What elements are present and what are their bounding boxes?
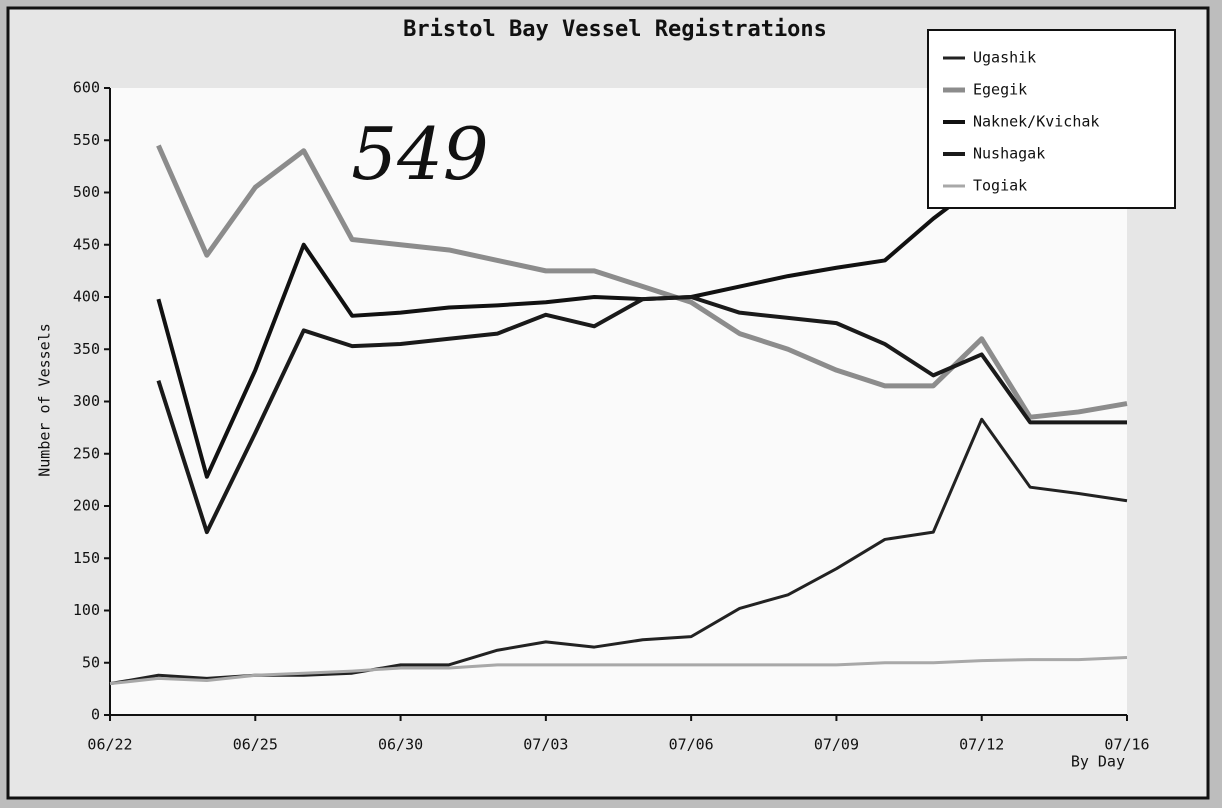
x-axis-label: By Day	[1071, 753, 1125, 771]
y-tick-label: 300	[73, 392, 100, 410]
y-tick-label: 200	[73, 497, 100, 515]
legend-label: Ugashik	[973, 49, 1036, 67]
x-tick-label: 06/30	[378, 736, 423, 754]
series-line	[109, 656, 1128, 686]
y-tick-label: 350	[73, 340, 100, 358]
y-tick-label: 400	[73, 288, 100, 306]
annotation: 549	[351, 112, 488, 196]
chart-title: Bristol Bay Vessel Registrations	[403, 17, 827, 42]
legend: Ugashik Egegik Naknek/Kvichak Nushagak Togia…	[927, 29, 1176, 209]
x-tick-label: 07/03	[523, 736, 568, 754]
y-tick-label: 500	[73, 183, 100, 201]
x-tick-label: 07/06	[669, 736, 714, 754]
y-tick-label: 150	[73, 549, 100, 567]
y-tick-label: 100	[73, 601, 100, 619]
legend-label: Togiak	[973, 177, 1027, 195]
legend-label: Naknek/Kvichak	[973, 113, 1099, 131]
x-tick-label: 07/16	[1104, 736, 1149, 754]
y-axis-label: Number of Vessels	[36, 323, 54, 477]
y-tick-label: 450	[73, 235, 100, 253]
legend-label: Nushagak	[973, 145, 1045, 163]
y-tick-label: 250	[73, 444, 100, 462]
series-line	[156, 180, 983, 479]
y-tick-label: 550	[73, 131, 100, 149]
y-tick-label: 600	[73, 79, 100, 97]
legend-box	[927, 29, 1176, 209]
y-tick-label: 50	[82, 653, 100, 671]
y-tick-label: 0	[91, 706, 100, 724]
x-tick-label: 07/12	[959, 736, 1004, 754]
legend-label: Egegik	[973, 81, 1027, 99]
series-line	[156, 144, 1128, 420]
series-line	[156, 295, 1127, 535]
x-tick-label: 06/25	[233, 736, 278, 754]
x-tick-label: 06/22	[87, 736, 132, 754]
x-tick-label: 07/09	[814, 736, 859, 754]
